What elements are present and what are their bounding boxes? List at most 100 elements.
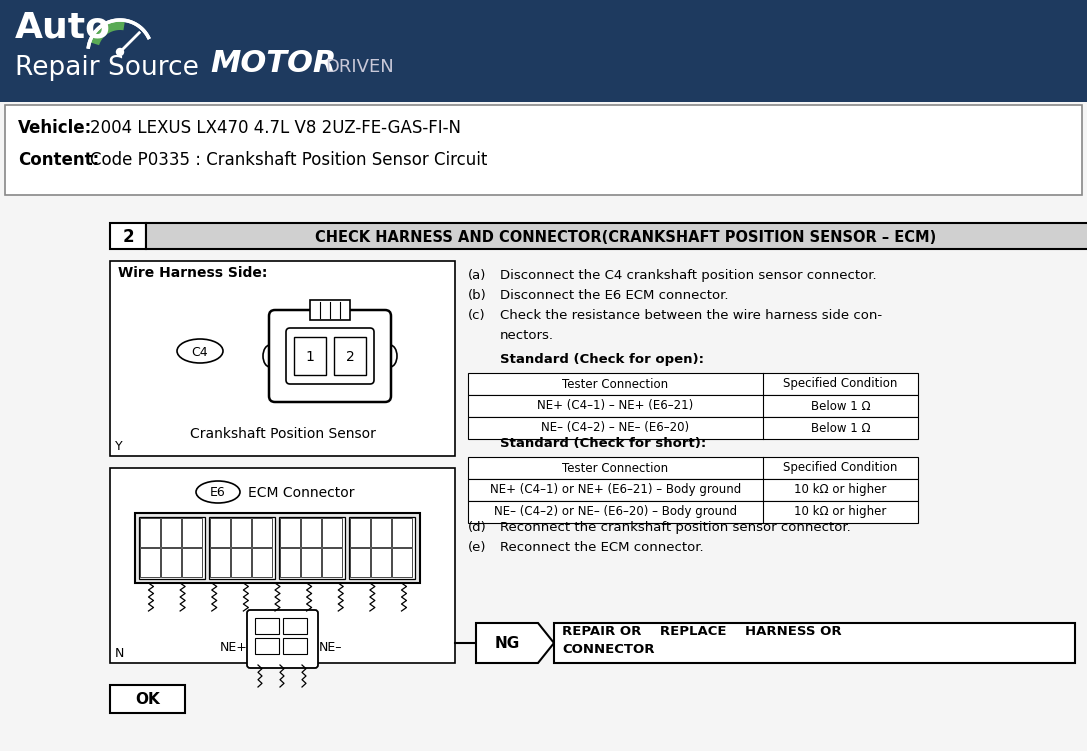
Ellipse shape [196, 481, 240, 503]
Text: (e): (e) [468, 541, 487, 554]
Bar [468, 373, 919, 395]
Bar [468, 479, 919, 501]
Text: 10 kΩ or higher: 10 kΩ or higher [795, 484, 887, 496]
Text: Specified Condition: Specified Condition [784, 378, 898, 391]
Polygon shape [89, 20, 125, 45]
Text: 10 kΩ or higher: 10 kΩ or higher [795, 505, 887, 518]
Bar [140, 548, 160, 577]
Text: CHECK HARNESS AND CONNECTOR(CRANKSHAFT POSITION SENSOR – ECM): CHECK HARNESS AND CONNECTOR(CRANKSHAFT P… [315, 230, 937, 245]
Bar [161, 548, 182, 577]
Bar [280, 518, 300, 547]
Text: nectors.: nectors. [500, 329, 554, 342]
Bar [280, 548, 300, 577]
Text: Standard (Check for open):: Standard (Check for open): [500, 353, 704, 366]
Text: Below 1 Ω: Below 1 Ω [811, 400, 871, 412]
Text: Auto: Auto [15, 11, 111, 45]
Bar [140, 518, 160, 547]
Bar [232, 548, 251, 577]
FancyBboxPatch shape [247, 610, 318, 668]
Bar [468, 395, 919, 417]
Bar [255, 638, 279, 654]
Bar [350, 518, 370, 547]
Bar [371, 518, 391, 547]
Text: Disconnect the C4 crankshaft position sensor connector.: Disconnect the C4 crankshaft position se… [500, 269, 876, 282]
Bar [301, 548, 321, 577]
Bar [0, 0, 1087, 102]
Text: DRIVEN: DRIVEN [325, 58, 393, 76]
Bar [110, 261, 455, 456]
Text: (a): (a) [468, 269, 486, 282]
Text: Crankshaft Position Sensor: Crankshaft Position Sensor [189, 427, 375, 441]
Bar [293, 337, 326, 375]
Text: Repair Source: Repair Source [15, 55, 199, 81]
Bar [468, 501, 919, 523]
Text: Reconnect the ECM connector.: Reconnect the ECM connector. [500, 541, 703, 554]
Circle shape [116, 49, 124, 56]
Text: 2: 2 [346, 350, 354, 364]
Text: CONNECTOR: CONNECTOR [562, 643, 654, 656]
Text: (c): (c) [468, 309, 486, 322]
Bar [392, 518, 412, 547]
Bar [371, 548, 391, 577]
Text: Tester Connection: Tester Connection [562, 462, 669, 475]
FancyBboxPatch shape [268, 310, 391, 402]
Text: OK: OK [135, 692, 160, 707]
Bar [468, 417, 919, 439]
Text: Check the resistance between the wire harness side con-: Check the resistance between the wire ha… [500, 309, 883, 322]
Bar [283, 638, 307, 654]
Text: NE+ (C4–1) or NE+ (E6–21) – Body ground: NE+ (C4–1) or NE+ (E6–21) – Body ground [490, 484, 741, 496]
Bar [322, 518, 342, 547]
Text: Standard (Check for short):: Standard (Check for short): [500, 437, 707, 450]
Text: Reconnect the crankshaft position sensor connector.: Reconnect the crankshaft position sensor… [500, 521, 851, 534]
Text: NE– (C4–2) – NE– (E6–20): NE– (C4–2) – NE– (E6–20) [541, 421, 689, 435]
FancyBboxPatch shape [286, 328, 374, 384]
Bar [210, 548, 230, 577]
Bar [301, 518, 321, 547]
Text: NE+: NE+ [221, 641, 248, 654]
Bar [182, 548, 202, 577]
Bar [135, 513, 420, 583]
Bar [210, 518, 230, 547]
Polygon shape [476, 623, 554, 663]
Text: (d): (d) [468, 521, 487, 534]
Bar [252, 518, 272, 547]
Bar [283, 618, 307, 634]
Bar [554, 623, 1075, 663]
Bar [334, 337, 366, 375]
Text: MOTOR: MOTOR [210, 49, 336, 78]
Text: NE+ (C4–1) – NE+ (E6–21): NE+ (C4–1) – NE+ (E6–21) [537, 400, 694, 412]
Ellipse shape [177, 339, 223, 363]
Text: Code P0335 : Crankshaft Position Sensor Circuit: Code P0335 : Crankshaft Position Sensor … [90, 151, 487, 169]
Ellipse shape [263, 345, 277, 367]
Bar [349, 517, 415, 579]
Bar [110, 685, 185, 713]
Text: N: N [115, 647, 124, 660]
Text: Content:: Content: [18, 151, 99, 169]
Bar [110, 468, 455, 663]
Bar [146, 223, 1087, 249]
Text: Wire Harness Side:: Wire Harness Side: [118, 266, 267, 280]
Text: 1: 1 [305, 350, 314, 364]
Bar [350, 548, 370, 577]
Bar [255, 618, 279, 634]
Bar [209, 517, 275, 579]
Bar [392, 548, 412, 577]
Bar [5, 105, 1082, 195]
Text: Y: Y [115, 440, 123, 453]
Bar [232, 518, 251, 547]
Text: (b): (b) [468, 289, 487, 302]
Text: E6: E6 [210, 487, 226, 499]
Bar [279, 517, 345, 579]
Text: ECM Connector: ECM Connector [248, 486, 354, 500]
Text: Vehicle:: Vehicle: [18, 119, 92, 137]
Text: Disconnect the E6 ECM connector.: Disconnect the E6 ECM connector. [500, 289, 728, 302]
Text: Tester Connection: Tester Connection [562, 378, 669, 391]
Bar [322, 548, 342, 577]
Bar [161, 518, 182, 547]
Bar [468, 457, 919, 479]
Text: NG: NG [495, 635, 520, 650]
Bar [182, 518, 202, 547]
Bar [110, 223, 146, 249]
Text: 2: 2 [122, 228, 134, 246]
Text: C4: C4 [191, 345, 209, 358]
